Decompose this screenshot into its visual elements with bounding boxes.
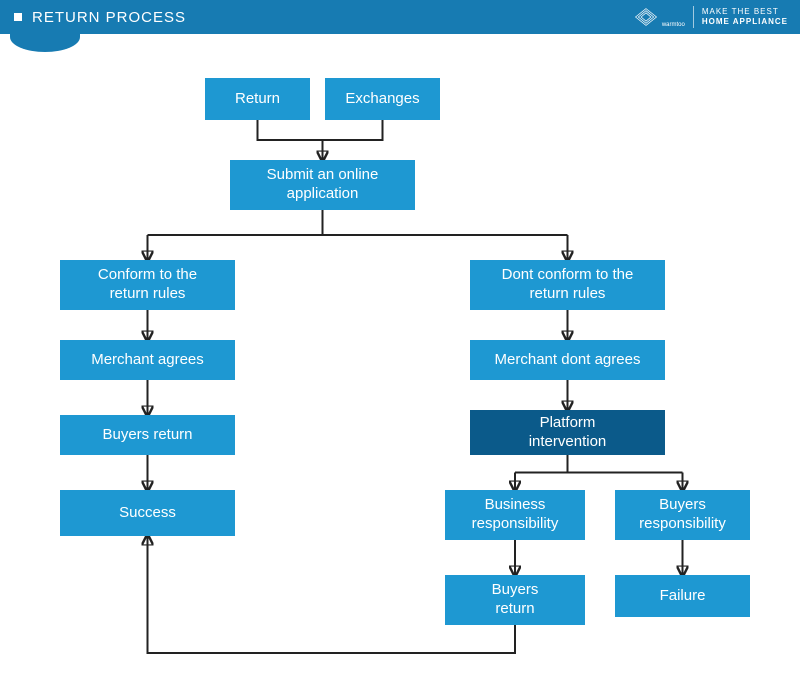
node-dont-conform: Dont conform to thereturn rules bbox=[470, 260, 665, 310]
node-merchant-agrees: Merchant agrees bbox=[60, 340, 235, 380]
flowchart-canvas: Return Exchanges Submit an onlineapplicati… bbox=[0, 0, 800, 695]
node-buyers-return-r: Buyersreturn bbox=[445, 575, 585, 625]
node-return: Return bbox=[205, 78, 310, 120]
node-failure: Failure bbox=[615, 575, 750, 617]
node-business-resp: Businessresponsibility bbox=[445, 490, 585, 540]
node-buyers-return-l: Buyers return bbox=[60, 415, 235, 455]
node-buyers-resp: Buyersresponsibility bbox=[615, 490, 750, 540]
node-submit: Submit an onlineapplication bbox=[230, 160, 415, 210]
node-platform: Platformintervention bbox=[470, 410, 665, 455]
node-success: Success bbox=[60, 490, 235, 536]
node-merchant-dont: Merchant dont agrees bbox=[470, 340, 665, 380]
node-conform: Conform to thereturn rules bbox=[60, 260, 235, 310]
node-exchanges: Exchanges bbox=[325, 78, 440, 120]
